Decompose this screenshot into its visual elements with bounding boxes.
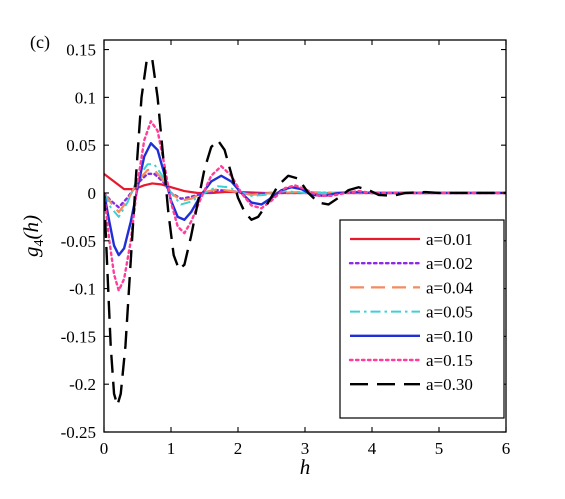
- series-line-1: [104, 172, 506, 195]
- panel-label: (c): [30, 32, 50, 53]
- legend-entry-label: a=0.10: [426, 327, 473, 346]
- series-line-6: [104, 120, 506, 292]
- x-tick-label: 5: [435, 439, 444, 458]
- x-tick-label: 1: [167, 439, 176, 458]
- series-line-7: [104, 57, 506, 407]
- legend-entry-label: a=0.05: [426, 303, 473, 322]
- x-axis-label: h: [300, 455, 311, 479]
- y-axis-label-arg: (h): [19, 215, 43, 240]
- ticks-layer: 0 1 2 3 4 5 6 -0.25 -0.2 -0.15 -0.1 -0.05 0 0.05 0.1 0.…: [61, 40, 511, 458]
- x-tick-label: 4: [368, 439, 377, 458]
- legend-entry-label: a=0.15: [426, 351, 473, 370]
- y-tick-label: -0.05: [61, 232, 96, 251]
- y-tick-label: 0.15: [66, 41, 96, 60]
- y-tick-label: 0: [88, 184, 97, 203]
- y-tick-label: 0.1: [75, 88, 96, 107]
- legend-entry-label: a=0.30: [426, 375, 473, 394]
- x-tick-label: 0: [100, 439, 109, 458]
- legend: a=0.01 a=0.02 a=0.04 a=0.05 a=0.10 a=0.15 a=0.…: [339, 219, 505, 419]
- y-axis-label-sub: 4: [32, 240, 47, 247]
- y-axis-label-base: g: [19, 247, 43, 258]
- legend-entry-label: a=0.04: [426, 278, 473, 297]
- y-tick-label: -0.15: [61, 327, 96, 346]
- x-tick-label: 3: [301, 439, 310, 458]
- y-axis-label: g4(h): [19, 215, 47, 257]
- legend-box: [339, 219, 505, 419]
- x-tick-label: 6: [502, 439, 511, 458]
- legend-entry-label: a=0.01: [426, 230, 473, 249]
- y-tick-label: -0.2: [69, 375, 96, 394]
- y-tick-label: -0.1: [69, 280, 96, 299]
- series-layer: [104, 57, 506, 407]
- x-tick-label: 2: [234, 439, 243, 458]
- y-tick-label: 0.05: [66, 136, 96, 155]
- y-tick-label: -0.25: [61, 423, 96, 442]
- legend-entry-label: a=0.02: [426, 254, 473, 273]
